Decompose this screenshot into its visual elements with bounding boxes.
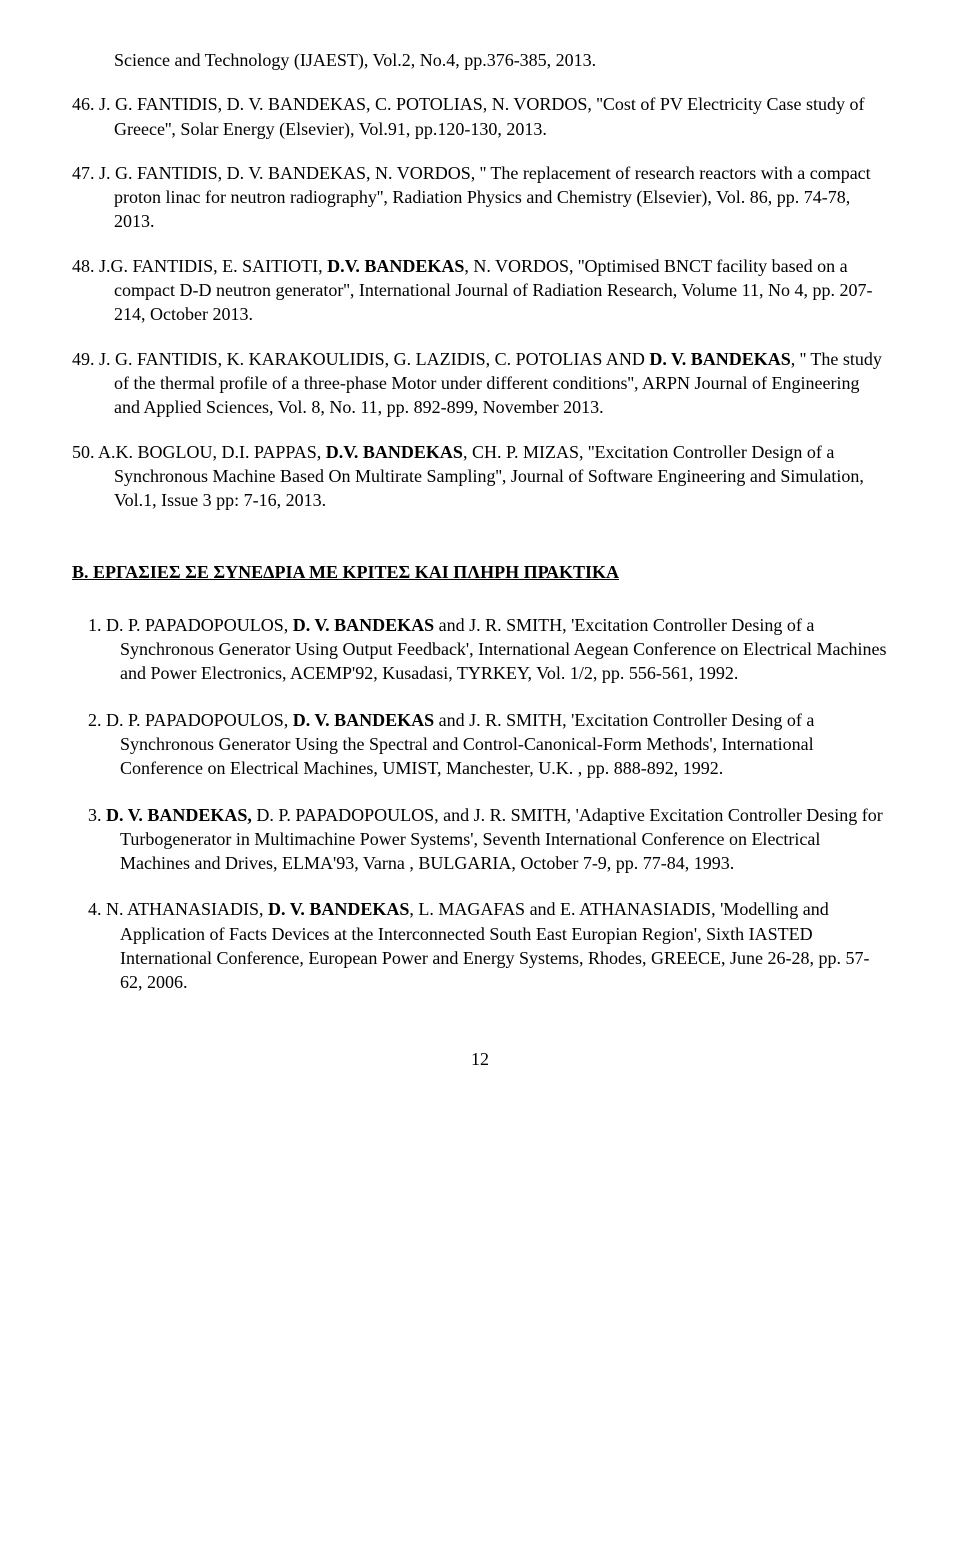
section-b-heading: Β. ΕΡΓΑΣΙΕΣ ΣΕ ΣΥΝΕΔΡΙΑ ΜΕ ΚΡΙΤΕΣ ΚΑΙ ΠΛ… bbox=[72, 560, 888, 584]
ref-50: 50. A.K. BOGLOU, D.I. PAPPAS, D.V. BANDE… bbox=[72, 440, 888, 513]
ref-47: 47. J. G. FANTIDIS, D. V. BANDEKAS, N. V… bbox=[72, 161, 888, 234]
ref-b-2: 2. D. P. PAPADOPOULOS, D. V. BANDEKAS an… bbox=[72, 708, 888, 781]
ref-b-3: 3. D. V. BANDEKAS, D. P. PAPADOPOULOS, a… bbox=[72, 803, 888, 876]
ref-48: 48. J.G. FANTIDIS, E. SAITIOTI, D.V. BAN… bbox=[72, 254, 888, 327]
ref-b-4: 4. N. ATHANASIADIS, D. V. BANDEKAS, L. M… bbox=[72, 897, 888, 994]
ref-49: 49. J. G. FANTIDIS, K. KARAKOULIDIS, G. … bbox=[72, 347, 888, 420]
references-section-a: Science and Technology (IJAEST), Vol.2, … bbox=[72, 48, 888, 512]
ref-continuation: Science and Technology (IJAEST), Vol.2, … bbox=[72, 48, 888, 72]
page-number: 12 bbox=[72, 1047, 888, 1071]
references-section-b: 1. D. P. PAPADOPOULOS, D. V. BANDEKAS an… bbox=[72, 613, 888, 995]
ref-46: 46. J. G. FANTIDIS, D. V. BANDEKAS, C. P… bbox=[72, 92, 888, 141]
ref-b-1: 1. D. P. PAPADOPOULOS, D. V. BANDEKAS an… bbox=[72, 613, 888, 686]
